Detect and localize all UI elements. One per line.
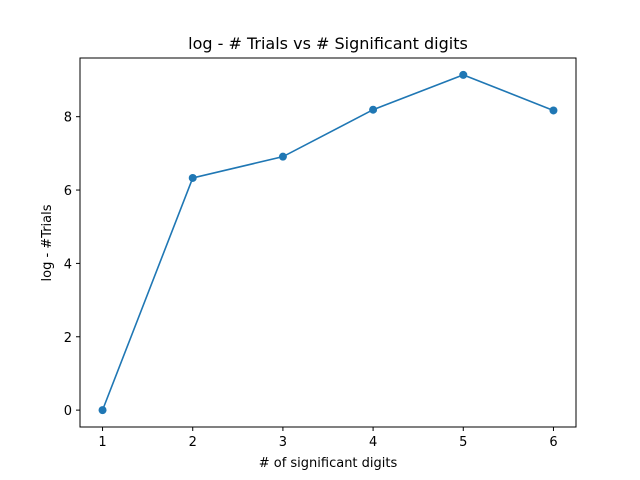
x-tick-label: 1 [98, 435, 106, 450]
series-line [101, 74, 554, 411]
x-tick-label: 2 [189, 435, 197, 450]
y-tick-label: 0 [64, 404, 72, 419]
y-tick-label: 8 [64, 111, 72, 126]
data-point [549, 106, 558, 115]
y-axis-label: log - #Trials [40, 204, 55, 281]
x-axis-label: # of significant digits [259, 456, 398, 471]
data-point [188, 173, 197, 182]
plot-frame [79, 57, 577, 428]
data-point [459, 70, 468, 79]
x-tick-label: 4 [369, 435, 377, 450]
y-tick-label: 6 [64, 184, 72, 199]
x-tick-label: 3 [279, 435, 287, 450]
data-point [369, 105, 378, 114]
chart-title: log - # Trials vs # Significant digits [188, 34, 468, 53]
plot-area: 1 2 3 4 5 6 0 2 4 6 8 [64, 57, 577, 450]
y-tick-label: 4 [64, 257, 72, 272]
y-tick-label: 2 [64, 331, 72, 346]
data-point [98, 406, 107, 415]
x-tick-label: 5 [459, 435, 467, 450]
x-tick-label: 6 [549, 435, 557, 450]
data-point [278, 152, 287, 161]
